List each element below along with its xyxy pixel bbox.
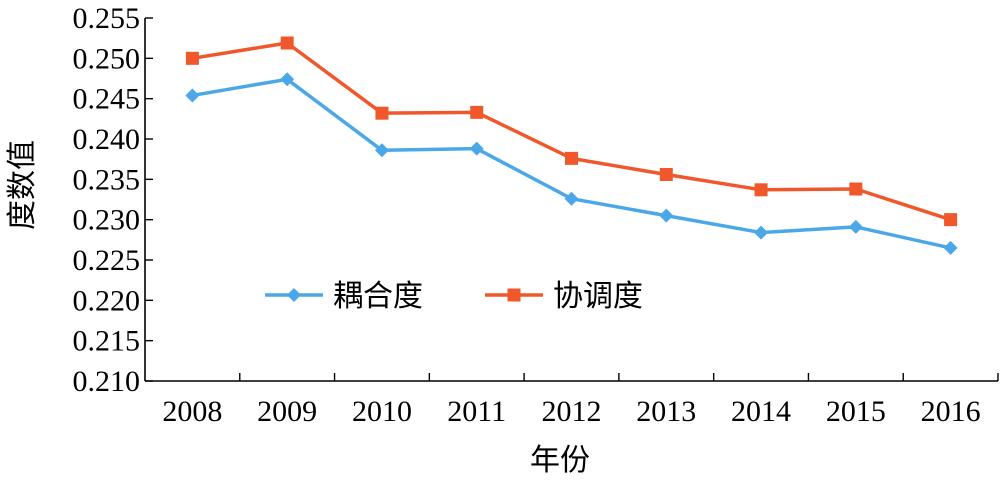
data-point — [469, 141, 484, 156]
data-point — [659, 208, 674, 223]
x-tick-label: 2015 — [826, 395, 886, 428]
series-2 — [185, 36, 958, 227]
y-tick-label: 0.235 — [73, 163, 141, 196]
data-point — [470, 105, 484, 119]
axes — [144, 18, 998, 382]
tick-group: 0.210 0.215 0.220 0.225 0.230 0.235 0.240 0.245… — [73, 2, 999, 428]
x-tick-label: 2008 — [162, 395, 222, 428]
legend-item-2: 协调度 — [485, 279, 643, 314]
y-tick-label: 0.230 — [73, 204, 141, 237]
data-point — [280, 72, 295, 87]
data-point — [754, 225, 769, 240]
y-tick-label: 0.225 — [73, 244, 141, 277]
data-point — [185, 88, 200, 103]
y-tick-label: 0.220 — [73, 284, 141, 317]
data-point — [943, 240, 958, 255]
y-tick-label: 0.245 — [73, 83, 141, 116]
data-point — [280, 36, 294, 50]
data-point — [754, 183, 768, 197]
y-tick-label: 0.255 — [73, 2, 141, 35]
legend: 耦合度 协调度 — [265, 279, 643, 314]
data-point — [659, 167, 673, 181]
y-tick-label: 0.250 — [73, 42, 141, 75]
x-tick-label: 2014 — [731, 395, 791, 428]
data-point — [944, 213, 958, 227]
y-tick-label: 0.215 — [73, 325, 141, 358]
x-tick-label: 2016 — [921, 395, 981, 428]
x-tick-label: 2012 — [542, 395, 602, 428]
x-axis-title: 年份 — [530, 443, 590, 478]
series-1 — [185, 72, 958, 255]
series-group — [185, 36, 958, 255]
data-point — [185, 51, 199, 65]
x-tick-label: 2013 — [636, 395, 696, 428]
x-tick-label: 2011 — [447, 395, 506, 428]
data-point — [564, 191, 579, 206]
legend-swatch-marker — [507, 288, 521, 302]
y-tick-label: 0.240 — [73, 123, 141, 156]
legend-label: 协调度 — [553, 279, 643, 314]
x-tick-label: 2009 — [257, 395, 317, 428]
y-tick-label: 0.210 — [73, 365, 141, 398]
legend-label: 耦合度 — [333, 279, 423, 314]
legend-swatch-marker — [287, 288, 301, 302]
data-point — [848, 219, 863, 234]
data-point — [849, 182, 863, 196]
data-point — [374, 143, 389, 158]
data-point — [375, 106, 389, 120]
data-point — [565, 151, 578, 165]
x-tick-label: 2010 — [352, 395, 412, 428]
legend-item-1: 耦合度 — [265, 279, 423, 314]
y-axis-title: 度数值 — [5, 140, 40, 230]
